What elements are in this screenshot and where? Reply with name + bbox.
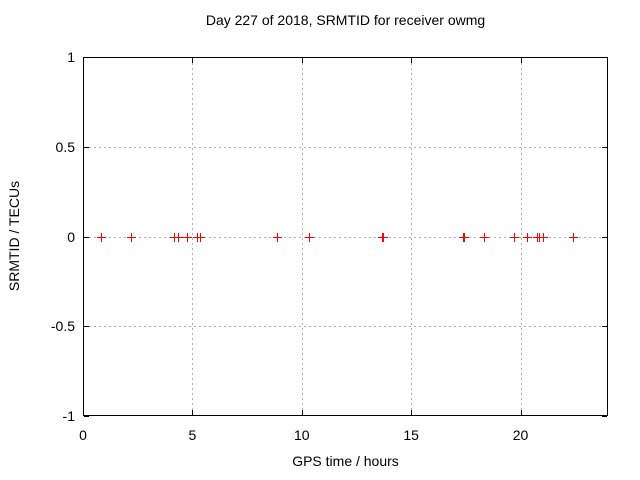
grid-line-vertical	[521, 58, 522, 415]
grid-line-horizontal	[84, 147, 607, 148]
y-tick-mark-mirror	[602, 237, 607, 238]
y-tick-mark-mirror	[602, 416, 607, 417]
x-tick-mark	[302, 410, 303, 415]
grid-line-vertical	[302, 58, 303, 415]
y-tick-mark	[84, 237, 89, 238]
x-tick-mark-mirror	[411, 58, 412, 63]
x-tick-label: 20	[512, 427, 529, 443]
data-point-marker	[523, 233, 532, 242]
x-tick-label: 0	[79, 427, 87, 443]
x-tick-mark	[411, 410, 412, 415]
y-tick-mark-mirror	[602, 147, 607, 148]
chart-title: Day 227 of 2018, SRMTID for receiver owm…	[205, 12, 486, 28]
x-tick-mark	[192, 410, 193, 415]
grid-line-horizontal	[84, 326, 607, 327]
data-point-marker	[196, 233, 205, 242]
y-tick-mark-mirror	[602, 57, 607, 58]
data-point-marker	[539, 233, 548, 242]
x-tick-mark	[83, 410, 84, 415]
data-point-marker	[127, 233, 136, 242]
x-tick-mark-mirror	[83, 58, 84, 63]
x-axis-label: GPS time / hours	[292, 453, 399, 469]
y-tick-mark	[84, 326, 89, 327]
y-tick-mark	[84, 57, 89, 58]
data-point-marker	[569, 233, 578, 242]
x-tick-mark	[521, 410, 522, 415]
grid-line-vertical	[192, 58, 193, 415]
y-tick-label: 0	[67, 228, 75, 245]
y-tick-label: 0.5	[55, 138, 75, 155]
data-point-marker	[305, 233, 314, 242]
data-point-marker	[460, 233, 469, 242]
data-point-marker	[183, 233, 192, 242]
plot-area	[83, 57, 608, 417]
y-tick-mark	[84, 416, 89, 417]
data-point-marker	[273, 233, 282, 242]
x-tick-mark-mirror	[192, 58, 193, 63]
data-point-marker	[379, 233, 388, 242]
x-tick-label: 15	[403, 427, 419, 443]
x-tick-label: 10	[293, 427, 310, 443]
y-tick-mark	[84, 147, 89, 148]
y-tick-label: -1	[62, 408, 75, 424]
grid-line-vertical	[411, 58, 412, 415]
data-point-marker	[510, 233, 519, 242]
x-tick-label: 5	[188, 427, 197, 443]
x-tick-mark-mirror	[521, 58, 522, 63]
y-tick-label: -0.5	[50, 318, 75, 335]
data-point-marker	[480, 233, 489, 242]
y-tick-label: 1	[67, 49, 75, 65]
grid-line-horizontal	[84, 237, 607, 238]
data-point-marker	[97, 233, 106, 242]
y-tick-mark-mirror	[602, 326, 607, 327]
x-tick-mark-mirror	[302, 58, 303, 63]
data-point-marker	[174, 233, 183, 242]
